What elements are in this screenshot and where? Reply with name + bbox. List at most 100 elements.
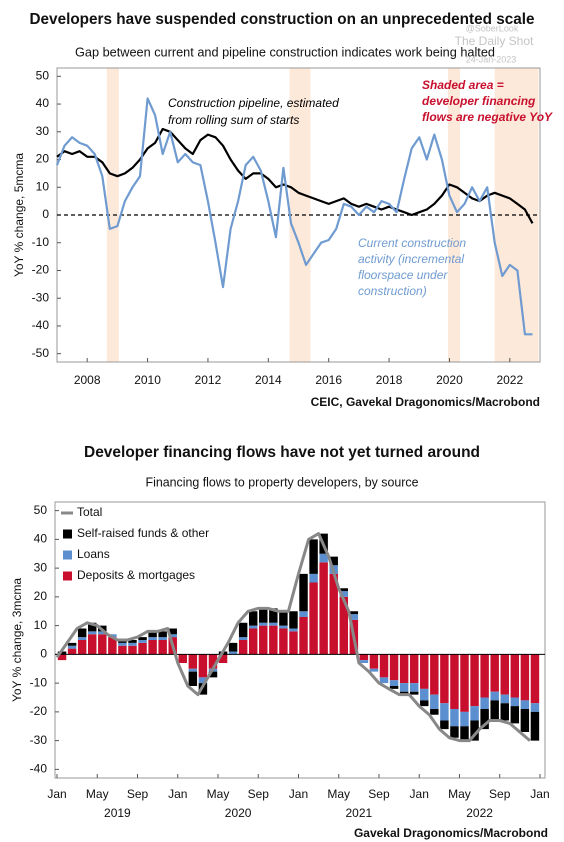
bar-segment xyxy=(500,654,509,695)
bar-segment xyxy=(259,625,268,655)
shaded-period xyxy=(106,68,119,362)
bar-segment xyxy=(440,703,449,721)
bar-segment xyxy=(77,640,87,655)
bar-segment xyxy=(158,631,167,638)
bar-segment xyxy=(510,654,520,698)
bar-segment xyxy=(259,608,268,623)
bar-segment xyxy=(349,614,359,620)
legend-swatch xyxy=(63,550,72,560)
bar-segment xyxy=(309,539,318,574)
bar-segment xyxy=(389,686,399,689)
chart-title: Developer financing flows have not yet t… xyxy=(84,444,480,461)
bar-segment xyxy=(228,651,238,655)
legend-label: Loans xyxy=(77,547,110,561)
bar-segment xyxy=(57,654,67,661)
y-tick-label: 20 xyxy=(36,152,50,166)
bar-segment xyxy=(359,654,369,661)
bar-segment xyxy=(379,677,389,684)
bar-segment xyxy=(430,709,439,715)
bar-segment xyxy=(349,611,359,615)
y-tick-label: -20 xyxy=(32,263,50,277)
bar-segment xyxy=(480,654,489,698)
bar-segment xyxy=(450,709,459,727)
series-line xyxy=(55,97,533,336)
bar-segment xyxy=(470,720,479,741)
bar-segment xyxy=(470,654,479,707)
bar-segment xyxy=(168,634,177,638)
bar-segment xyxy=(67,642,77,646)
x-tick-label: Jan xyxy=(289,787,308,801)
bar-segment xyxy=(289,611,298,629)
watermark: 24-Jan-2023 xyxy=(466,54,517,64)
bar-segment xyxy=(248,625,258,629)
legend-swatch xyxy=(63,529,72,539)
bar-segment xyxy=(188,654,198,669)
bar-segment xyxy=(409,683,419,692)
bar-segment xyxy=(480,697,489,709)
bar-segment xyxy=(520,700,530,709)
bar-segment xyxy=(87,631,97,635)
bar-segment xyxy=(269,608,278,623)
bar-segment xyxy=(530,711,540,741)
x-group-label: 2019 xyxy=(104,806,131,820)
y-axis-label: YoY % change, 3mcma xyxy=(10,578,24,702)
y-tick-label: 10 xyxy=(36,179,50,193)
chart-subtitle: Gap between current and pipeline constru… xyxy=(75,45,495,59)
bar-segment xyxy=(118,645,127,655)
bar-segment xyxy=(279,611,288,626)
bar-segment xyxy=(178,654,188,663)
bar-segment xyxy=(399,683,409,692)
bar-segment xyxy=(470,706,479,721)
bar-segment xyxy=(299,617,308,655)
x-group-label: 2022 xyxy=(466,806,493,820)
annotation: activity (incremental xyxy=(358,252,464,266)
bar-segment xyxy=(530,703,540,712)
bar-segment xyxy=(450,654,459,709)
y-tick-label: 10 xyxy=(34,618,48,632)
bar-segment xyxy=(87,622,97,632)
chart: Developers have suspended construction o… xyxy=(12,11,553,409)
bar-segment xyxy=(98,631,107,635)
bar-segment xyxy=(279,625,288,629)
bar-segment xyxy=(520,654,530,701)
y-tick-label: -10 xyxy=(30,675,48,689)
bar-segment xyxy=(299,573,308,612)
bar-segment xyxy=(238,640,248,655)
legend-label: Deposits & mortgages xyxy=(77,568,195,582)
shaded-period xyxy=(289,68,311,362)
bar-segment xyxy=(490,691,499,701)
bar-segment xyxy=(158,637,167,640)
x-tick-label: Sep xyxy=(489,787,511,801)
x-group-label: 2021 xyxy=(346,806,373,820)
bar-segment xyxy=(289,628,298,632)
bar-segment xyxy=(259,622,268,626)
bar-segment xyxy=(279,628,288,655)
watermark: @SoberLook xyxy=(466,23,519,33)
bar-segment xyxy=(228,642,238,652)
bar-segment xyxy=(510,697,520,707)
bar-segment xyxy=(379,654,389,678)
chart-subtitle: Financing flows to property developers, … xyxy=(146,475,419,489)
bar-segment xyxy=(500,703,509,721)
annotation: from rolling sum of starts xyxy=(168,113,299,127)
bar-segment xyxy=(77,628,87,638)
bar-segment xyxy=(420,700,429,707)
bar-segment xyxy=(67,648,77,655)
bar-segment xyxy=(198,654,208,678)
x-tick-label: Sep xyxy=(248,787,270,801)
x-tick-label: Jan xyxy=(168,787,187,801)
annotation: Current construction xyxy=(358,236,466,250)
x-tick-label: Sep xyxy=(127,787,149,801)
bar-segment xyxy=(339,588,348,592)
y-axis-label: YoY % change, 5mcma xyxy=(12,153,26,277)
bar-segment xyxy=(269,622,278,626)
y-tick-label: 50 xyxy=(34,503,48,517)
bar-segment xyxy=(399,654,409,684)
bar-segment xyxy=(289,631,298,655)
plot-frame xyxy=(54,501,546,779)
y-tick-label: 30 xyxy=(34,560,48,574)
x-tick-label: 2012 xyxy=(195,373,222,387)
bar-segment xyxy=(158,640,167,655)
bar-segment xyxy=(339,596,348,655)
bar-segment xyxy=(118,642,127,646)
